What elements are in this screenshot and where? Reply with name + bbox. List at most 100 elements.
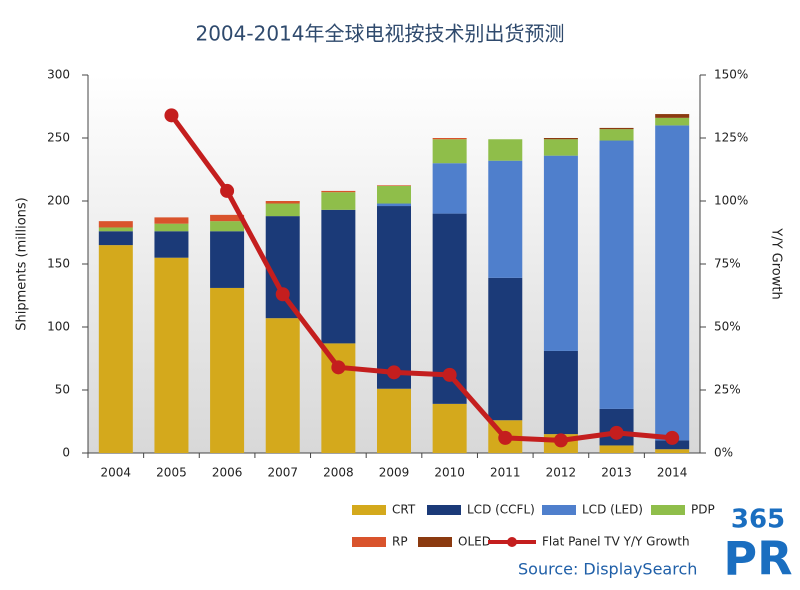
bar-segment: [377, 206, 411, 389]
y2-tick-label: 75%: [714, 257, 741, 271]
legend-swatch: [418, 537, 452, 547]
bar-segment: [377, 185, 411, 186]
bar-segment: [210, 231, 245, 288]
bar-segment: [432, 403, 467, 453]
y2-tick-label: 100%: [714, 194, 748, 208]
x-tick-label: 2005: [156, 466, 187, 480]
y-tick-label: 100: [47, 320, 70, 334]
bar-segment: [655, 117, 690, 126]
bar-segment: [543, 155, 578, 351]
growth-point: [442, 367, 457, 382]
growth-point: [220, 183, 235, 198]
bar-segment: [210, 214, 245, 222]
growth-point: [331, 360, 346, 375]
bar-segment: [98, 227, 133, 232]
bar-segment: [98, 221, 133, 228]
growth-point: [498, 430, 513, 445]
legend-swatch: [427, 505, 461, 515]
bar-segment: [265, 318, 300, 453]
y2-tick-label: 50%: [714, 320, 741, 334]
y-axis-label: Shipments (millions): [15, 197, 30, 330]
bar-segment: [488, 139, 523, 161]
bar-segment: [599, 127, 634, 130]
x-tick-label: 2012: [546, 466, 577, 480]
legend-label: OLED: [458, 535, 491, 549]
bar-segment: [432, 139, 467, 164]
bar-segment: [321, 192, 356, 210]
bar-segment: [321, 190, 356, 193]
x-tick-label: 2013: [601, 466, 632, 480]
bar-segment: [377, 185, 411, 204]
bar-segment: [154, 257, 189, 453]
bar-segment: [599, 445, 634, 453]
y2-tick-label: 0%: [714, 446, 733, 460]
bar-segment: [154, 217, 189, 224]
growth-point: [553, 433, 568, 448]
x-tick-label: 2010: [434, 466, 465, 480]
x-tick-label: 2014: [657, 466, 688, 480]
bar-segment: [655, 125, 690, 441]
y-tick-label: 150: [47, 257, 70, 271]
legend-swatch: [352, 505, 386, 515]
growth-line: [169, 113, 673, 443]
legend-dot: [507, 537, 517, 547]
bar-segment: [210, 221, 245, 232]
y-tick-label: 0: [62, 446, 70, 460]
y2-tick-label: 25%: [714, 383, 741, 397]
y2-tick-label: 125%: [714, 131, 748, 145]
y-tick-label: 250: [47, 131, 70, 145]
bar-segment: [655, 114, 690, 118]
bar-segment: [488, 277, 523, 421]
bar-segment: [321, 209, 356, 344]
bar-segment: [154, 223, 189, 232]
bar-segment: [655, 449, 690, 453]
legend-label: Flat Panel TV Y/Y Growth: [542, 535, 690, 549]
legend-swatch: [542, 505, 576, 515]
logo-top: 365: [731, 505, 785, 535]
bar-segment: [543, 350, 578, 435]
bar-segment: [377, 203, 411, 207]
bar-segment: [98, 245, 133, 453]
growth-point: [164, 108, 179, 123]
bar-segment: [432, 138, 467, 140]
logo-box: [716, 505, 800, 590]
y-tick-label: 200: [47, 194, 70, 208]
logo-bottom: PR: [723, 532, 792, 586]
bar-segment: [265, 201, 300, 204]
x-tick-label: 2004: [101, 466, 132, 480]
x-tick-label: 2008: [323, 466, 354, 480]
x-tick-label: 2006: [212, 466, 243, 480]
legend-swatch: [352, 537, 386, 547]
growth-point: [665, 430, 680, 445]
legend-label: LCD (CCFL): [467, 503, 535, 517]
x-tick-label: 2011: [490, 466, 521, 480]
y-tick-label: 300: [47, 68, 70, 82]
chart-title: 2004-2014年全球电视按技术别出货预测: [195, 22, 564, 46]
x-tick-label: 2009: [379, 466, 410, 480]
y2-axis-label: Y/Y Growth: [769, 227, 784, 299]
bar-segment: [543, 139, 578, 156]
x-tick-label: 2007: [267, 466, 298, 480]
bar-segment: [377, 388, 411, 453]
bar-segment: [432, 163, 467, 214]
bar-segment: [265, 203, 300, 217]
bar-segment: [154, 231, 189, 258]
legend-label: PDP: [691, 503, 715, 517]
legend-label: RP: [392, 535, 408, 549]
legend-label: CRT: [392, 503, 416, 517]
y2-tick-label: 150%: [714, 68, 748, 82]
bar-segment: [599, 129, 634, 141]
bar-segment: [321, 343, 356, 453]
bar-segment: [599, 140, 634, 409]
bar-segment: [98, 231, 133, 246]
bar-segment: [543, 138, 578, 140]
bar-segment: [210, 287, 245, 453]
legend-swatch: [651, 505, 685, 515]
growth-point: [609, 425, 624, 440]
legend-label: LCD (LED): [582, 503, 643, 517]
source: Source: DisplaySearch: [518, 560, 697, 579]
growth-point: [387, 365, 401, 380]
y-tick-label: 50: [55, 383, 70, 397]
growth-point: [275, 287, 290, 302]
